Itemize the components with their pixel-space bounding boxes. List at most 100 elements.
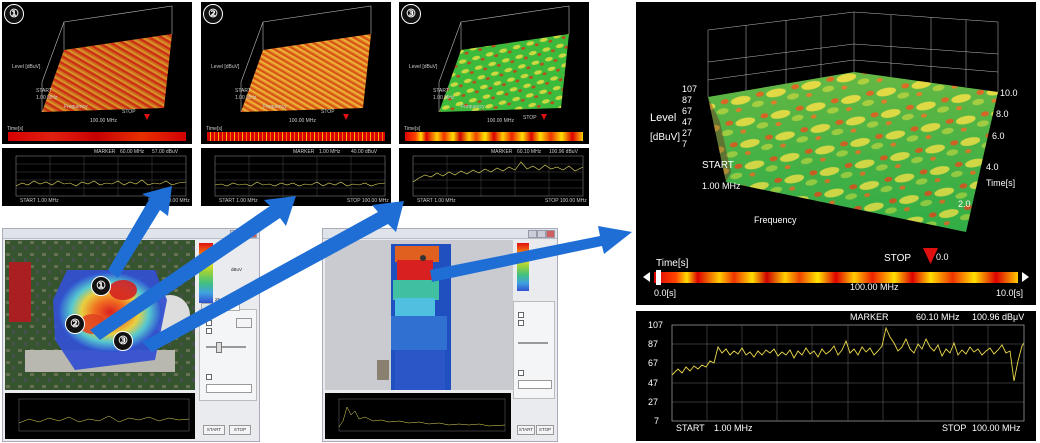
- ls-y-tick: 67: [648, 358, 659, 368]
- heatmap-badge-3: ③: [113, 331, 133, 351]
- start-button[interactable]: START: [203, 425, 225, 435]
- p2-stop-freq: 100.00 MHz: [289, 118, 316, 124]
- ls-marker-level: 100.96 dBμV: [972, 312, 1025, 322]
- scale-value: 95.00: [215, 243, 227, 248]
- ms3-marker-freq: 60.10 MHz: [517, 149, 542, 155]
- l3d-timebar-left-arrow[interactable]: [643, 272, 650, 282]
- ls-start: START: [676, 423, 705, 433]
- l3d-level-ticks: 107 87 67 47 27 7: [682, 84, 702, 150]
- slider-thumb[interactable]: [216, 342, 222, 353]
- close-button-2[interactable]: [546, 230, 555, 238]
- mini-spectrum-2: MARKER 1.00 MHz 40.00 dBuV START 1.00 MH…: [201, 148, 391, 206]
- stop-button-2[interactable]: STOP: [536, 425, 554, 435]
- mini-spectrum-plot-1: [15, 155, 187, 197]
- control-panel-2: [513, 301, 555, 399]
- color-scale-bar-2: [517, 243, 529, 291]
- p3-start-freq: 1.00 MHz: [433, 95, 455, 101]
- mini-spectrum-plot-3: [412, 155, 584, 197]
- app-spectrum-strip: [5, 393, 195, 439]
- ms1-stop: STOP 100.00 MHz: [148, 198, 190, 204]
- control-panel: [199, 303, 257, 401]
- checkbox-2[interactable]: [206, 328, 212, 334]
- slider-track[interactable]: [206, 346, 246, 348]
- heatmap-badge-1: ①: [91, 276, 111, 296]
- p1-stop-freq: 100.00 MHz: [90, 118, 117, 124]
- large-spectrum-plot: [671, 324, 1025, 422]
- p3-time-bar: [405, 132, 583, 141]
- pcb-heatmap-image: [5, 240, 195, 390]
- ms1-marker-level: 57.00 dBuV: [152, 149, 179, 155]
- p2-start-freq: 1.00 MHz: [235, 95, 257, 101]
- ls-y-tick: 87: [648, 339, 659, 349]
- ls-start-freq: 1.00 MHz: [714, 423, 753, 433]
- heatmap-badge-2: ②: [65, 314, 85, 334]
- mini-spectrum-plot-2: [214, 155, 386, 197]
- tab-2[interactable]: [220, 303, 240, 311]
- stop-button[interactable]: STOP: [229, 425, 251, 435]
- l3d-timebar-right: 10.0[s]: [996, 288, 1024, 298]
- ls-y-tick: 47: [648, 378, 659, 388]
- device-heatmap-image: [325, 240, 513, 390]
- l3d-level-tick: 27: [682, 128, 693, 138]
- checkbox-5[interactable]: [518, 320, 524, 326]
- ms1-marker: MARKER: [94, 149, 116, 155]
- p3-level-label: Level [dBuV]: [409, 64, 438, 70]
- mini-3d-plot-1: [41, 5, 173, 120]
- l3d-level-tick: 67: [682, 106, 693, 116]
- checkbox-6[interactable]: [518, 370, 524, 376]
- ls-y-tick: 27: [648, 397, 659, 407]
- l3d-timebar-thumb[interactable]: [656, 270, 661, 285]
- minimize-button[interactable]: [230, 230, 239, 238]
- ms3-start: START 1.00 MHz: [417, 198, 456, 204]
- checkbox-1[interactable]: [206, 320, 212, 326]
- l3d-start-freq: 1.00 MHz: [702, 181, 741, 191]
- maximize-button[interactable]: [239, 230, 248, 238]
- l3d-level-tick: 47: [682, 117, 693, 127]
- badge-3: ③: [401, 4, 421, 24]
- l3d-stop: STOP: [884, 253, 912, 264]
- l3d-time-tick: 8.0: [996, 109, 1009, 119]
- l3d-timebar[interactable]: [654, 272, 1018, 283]
- l3d-timebar-right-arrow[interactable]: [1022, 272, 1029, 282]
- mini-spectrum-1: MARKER 60.00 MHz 57.00 dBuV START 1.00 M…: [2, 148, 192, 206]
- option-button[interactable]: [236, 318, 252, 328]
- p1-time-label: Time[s]: [7, 126, 24, 132]
- p1-freq-label: Frequency: [64, 104, 88, 110]
- scale-value: 25.00: [215, 297, 227, 302]
- badge-1: ①: [4, 4, 24, 24]
- checkbox-4[interactable]: [518, 312, 524, 318]
- p2-time-label: Time[s]: [206, 126, 223, 132]
- ms1-marker-freq: 60.00 MHz: [120, 149, 145, 155]
- minimize-button-2[interactable]: [528, 230, 537, 238]
- range-input[interactable]: [206, 384, 252, 393]
- close-button[interactable]: [248, 230, 257, 238]
- tab-1[interactable]: [201, 303, 221, 311]
- panel-2-3d: ② Level [dBuV] START 1.00 MHz Frequency …: [201, 2, 391, 144]
- l3d-time-tick: 4.0: [986, 162, 999, 172]
- l3d-time-tick: 2.0: [958, 199, 971, 209]
- start-button-2[interactable]: START: [517, 425, 535, 435]
- ls-y-tick: 7: [654, 416, 660, 426]
- ms3-marker: MARKER: [491, 149, 513, 155]
- ms3-marker-level: 100.96 dBuV: [549, 149, 578, 155]
- l3d-time-tick: 0.0: [936, 252, 949, 262]
- maximize-button-2[interactable]: [537, 230, 546, 238]
- ls-y-tick: 107: [648, 320, 664, 330]
- mini-3d-plot-2: [240, 5, 372, 120]
- slider-track-2[interactable]: [518, 342, 548, 344]
- p1-level-label: Level [dBuV]: [12, 64, 41, 70]
- p3-stop: STOP: [523, 115, 537, 121]
- checkbox-3[interactable]: [206, 374, 212, 380]
- l3d-time-tick: 10.0: [1000, 88, 1018, 98]
- range-input-2[interactable]: [518, 380, 552, 389]
- ls-marker-freq: 60.10 MHz: [916, 312, 960, 322]
- mini-3d-plot-3: [438, 5, 570, 120]
- l3d-freq-label: Frequency: [754, 215, 797, 225]
- p2-level-label: Level [dBuV]: [211, 64, 240, 70]
- ms2-marker-freq: 1.00 MHz: [319, 149, 341, 155]
- scale-unit: dBuV: [231, 267, 243, 272]
- app-spectrum-strip-2: [325, 393, 511, 439]
- large-spectrum-panel: MARKER 60.10 MHz 100.96 dBμV 107 87 67 4…: [636, 311, 1036, 441]
- p3-start: START: [433, 88, 449, 94]
- l3d-level-unit: [dBuV]: [650, 132, 681, 143]
